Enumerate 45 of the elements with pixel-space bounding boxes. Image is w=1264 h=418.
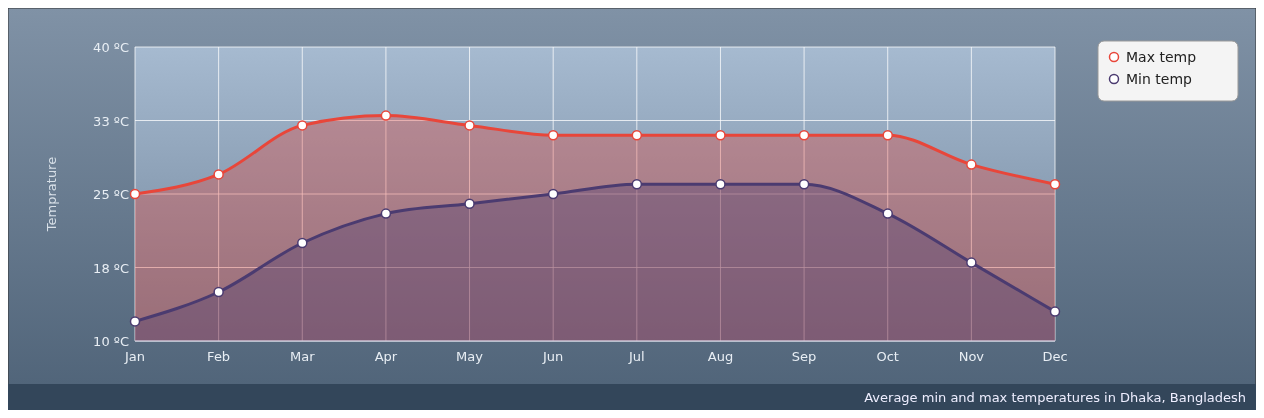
point <box>213 286 224 298</box>
point <box>882 208 893 219</box>
point <box>1049 178 1061 190</box>
y-tick-label: 18 ºC <box>93 260 129 276</box>
x-tick-label: Aug <box>707 349 734 364</box>
x-tick-label: Sep <box>791 349 817 364</box>
point <box>464 198 475 210</box>
point <box>715 178 726 190</box>
x-tick-label: Apr <box>374 349 398 364</box>
x-tick-label: Jan <box>123 349 146 364</box>
point <box>464 120 475 131</box>
x-tick-label: Jul <box>627 349 645 364</box>
point <box>966 159 977 170</box>
y-axis-title: Temprature <box>44 156 59 233</box>
point <box>213 169 224 180</box>
x-tick-label: Nov <box>958 349 985 364</box>
point <box>631 178 643 190</box>
point <box>380 208 392 219</box>
x-tick-label: Dec <box>1042 349 1068 364</box>
y-tick-label: 25 ºC <box>93 187 129 202</box>
point <box>129 188 141 200</box>
point <box>297 237 308 249</box>
x-tick-label: Jun <box>542 349 564 364</box>
point <box>547 188 559 200</box>
y-tick-label: 33 ºC <box>93 113 129 129</box>
point <box>380 110 392 121</box>
x-tick-label: Mar <box>290 349 316 364</box>
point <box>1049 306 1061 317</box>
x-tick-label: May <box>456 349 484 364</box>
legend-label: Min temp <box>1126 71 1193 87</box>
point <box>715 129 726 141</box>
point <box>129 316 141 327</box>
x-tick-label: Feb <box>207 349 231 364</box>
legend-label: Max temp <box>1126 49 1197 65</box>
y-tick-label: 10 ºC <box>93 334 129 349</box>
point <box>882 129 893 141</box>
text: Average min and max temperatures in Dhaka, Bangladesh <box>864 390 1246 405</box>
point <box>547 129 559 141</box>
point <box>631 129 643 141</box>
y-tick-label: 40 ºC <box>93 40 129 55</box>
x-tick-label: Oct <box>876 349 899 364</box>
point <box>798 129 810 141</box>
point <box>966 257 977 268</box>
point <box>297 120 308 131</box>
point <box>798 178 810 190</box>
